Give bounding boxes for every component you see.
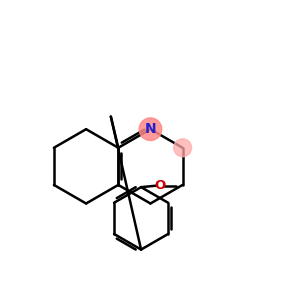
Circle shape	[139, 118, 162, 140]
Circle shape	[174, 139, 191, 157]
Text: N: N	[145, 122, 156, 136]
Text: O: O	[154, 179, 165, 192]
